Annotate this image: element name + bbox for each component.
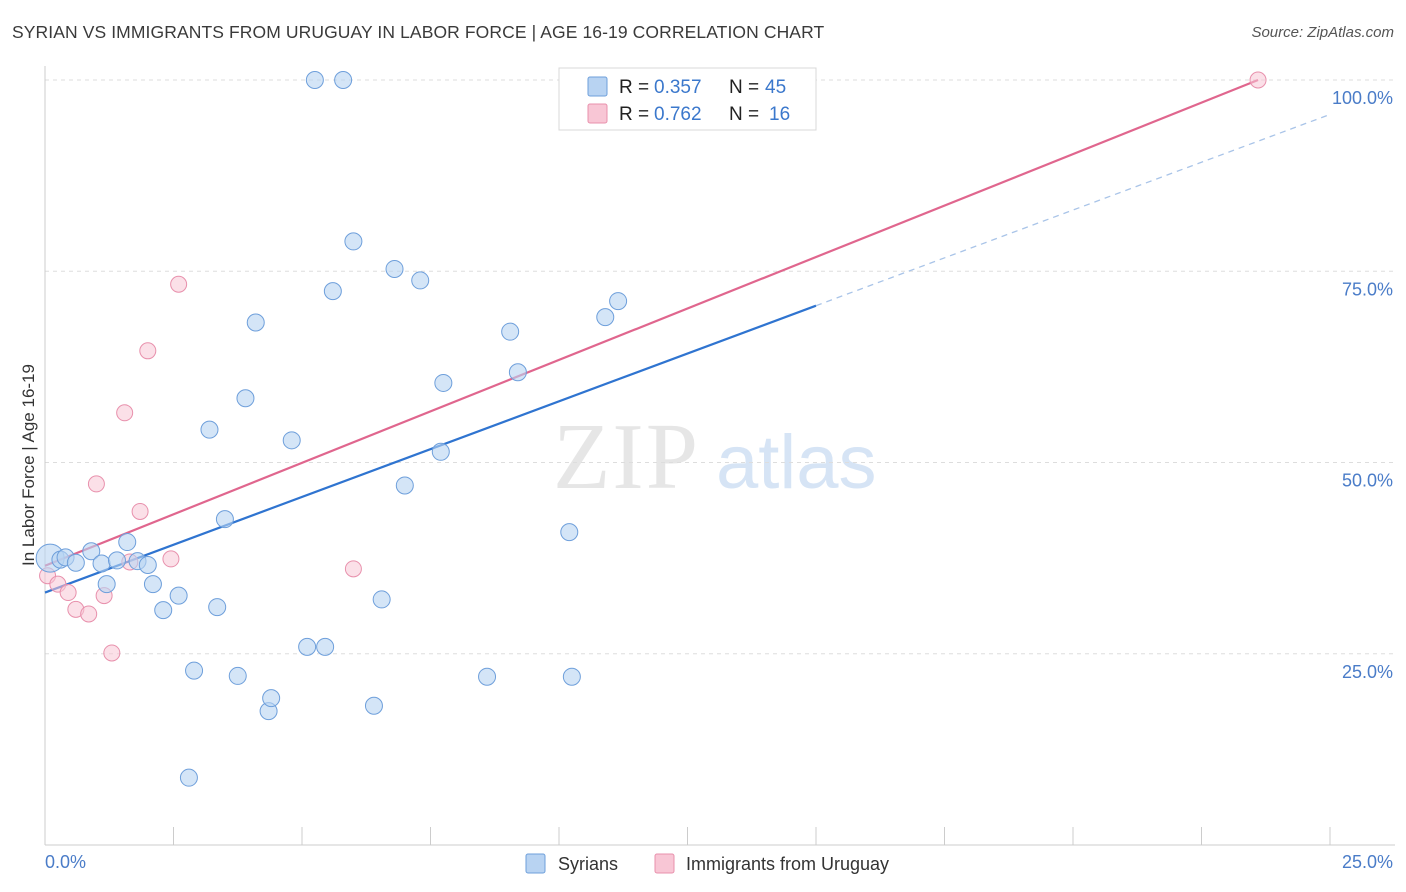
syrians-point — [236, 389, 255, 408]
syrians-point — [215, 510, 234, 529]
uruguay-point — [103, 644, 121, 662]
syrians-trend-line — [44, 304, 817, 594]
watermark-atlas: atlas — [716, 420, 877, 505]
bottom-legend-uruguay: Immigrants from Uruguay — [686, 854, 889, 874]
uruguay-point — [139, 342, 157, 360]
bottom-legend-swatch-syrians — [525, 853, 546, 874]
syrians-point — [169, 586, 188, 605]
y-axis-label: In Labor Force | Age 16-19 — [19, 364, 38, 566]
uruguay-point — [116, 404, 134, 422]
uruguay-point — [131, 502, 149, 520]
y-tick-label: 100.0% — [1332, 88, 1393, 108]
syrians-point — [609, 292, 628, 311]
uruguay-point — [162, 550, 180, 568]
syrians-point — [372, 590, 391, 609]
syrians-point — [246, 313, 265, 332]
syrians-point — [82, 542, 101, 561]
syrians-point — [298, 637, 317, 656]
syrians-point — [143, 575, 162, 594]
bottom-legend-syrians: Syrians — [558, 854, 618, 874]
y-tick-label: 50.0% — [1342, 471, 1393, 491]
syrians-point — [179, 768, 198, 787]
syrians-point — [385, 259, 404, 278]
syrians-point — [364, 696, 383, 715]
uruguay-point — [344, 560, 362, 578]
trend-lines — [44, 78, 1331, 594]
bottom-legend-swatch-uruguay — [654, 853, 675, 874]
syrians-point — [411, 271, 430, 290]
syrians-point — [154, 601, 173, 620]
syrians-point — [208, 598, 227, 617]
x-tick-label-min: 0.0% — [45, 852, 86, 872]
syrians-point — [305, 71, 324, 89]
uruguay-point — [80, 605, 98, 623]
syrians-point — [118, 533, 137, 552]
legend-n-value-2: 16 — [769, 104, 790, 125]
legend-n-label-2: N = — [729, 104, 759, 125]
syrians-point — [228, 666, 247, 685]
uruguay-point — [87, 475, 105, 493]
watermark-zip: ZIP — [553, 405, 700, 509]
legend-r-label-2: R = — [619, 104, 649, 125]
syrians-point — [66, 553, 85, 572]
stats-legend: R = 0.357 N = 45 R = 0.762 N = 16 — [558, 67, 817, 131]
syrians-point — [92, 554, 111, 573]
syrians-point — [282, 431, 301, 450]
y-tick-label: 25.0% — [1342, 662, 1393, 682]
source-label: Source: ZipAtlas.com — [1251, 24, 1394, 41]
legend-r-value-2: 0.762 — [654, 104, 702, 125]
syrians-point — [508, 363, 527, 382]
legend-r-label-1: R = — [619, 77, 649, 98]
syrians-point — [395, 476, 414, 495]
syrians-point — [431, 442, 450, 461]
syrians-point — [185, 661, 204, 680]
legend-n-value-1: 45 — [765, 77, 786, 98]
uruguay-point — [1249, 71, 1267, 89]
uruguay-trend-line — [44, 78, 1259, 567]
uruguay-point — [170, 275, 188, 293]
syrians-point — [323, 282, 342, 301]
syrians-point — [501, 322, 520, 341]
syrians-point — [560, 523, 579, 542]
syrians-trend-extension — [815, 113, 1331, 307]
legend-swatch-uruguay — [587, 103, 608, 124]
uruguay-point — [59, 584, 77, 602]
chart-title: SYRIAN VS IMMIGRANTS FROM URUGUAY IN LAB… — [12, 22, 825, 42]
legend-r-value-1: 0.357 — [654, 77, 702, 98]
syrians-point — [596, 308, 615, 327]
syrians-point — [478, 667, 497, 686]
data-points — [35, 71, 1267, 787]
legend-swatch-syrians — [587, 76, 608, 97]
syrians-point — [562, 667, 581, 686]
syrians-point — [200, 420, 219, 439]
x-tick-label-max: 25.0% — [1342, 852, 1393, 872]
syrians-point — [434, 373, 453, 392]
legend-n-label-1: N = — [729, 77, 759, 98]
series-legend: Syrians Immigrants from Uruguay — [525, 853, 889, 874]
syrians-point — [262, 689, 281, 708]
syrians-point — [138, 556, 157, 575]
syrians-point — [316, 637, 335, 656]
axes: 25.0% 50.0% 75.0% 100.0% 0.0% 25.0% — [44, 66, 1395, 872]
syrians-point — [107, 551, 126, 570]
syrians-point — [334, 71, 353, 89]
syrians-point — [97, 575, 116, 594]
syrians-point — [344, 232, 363, 251]
y-tick-label: 75.0% — [1342, 279, 1393, 299]
